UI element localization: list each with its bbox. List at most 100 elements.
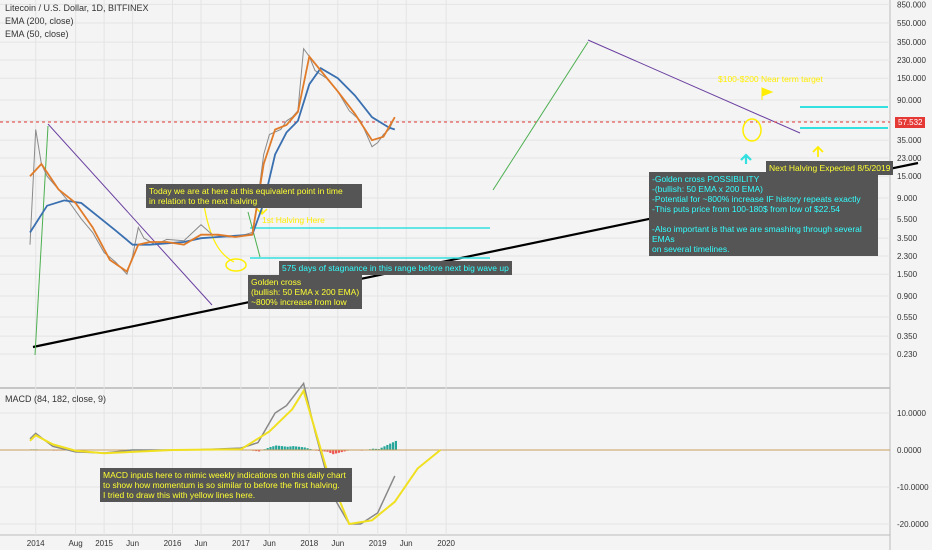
price-tick-label: 0.230 xyxy=(897,350,918,359)
macd-histogram-bar xyxy=(386,444,389,450)
macd-histogram-bar xyxy=(255,450,258,452)
legend-ema200[interactable]: EMA (200, close) xyxy=(5,16,74,26)
macd-histogram-bar xyxy=(272,446,275,450)
chart-title[interactable]: Litecoin / U.S. Dollar, 1D, BITFINEX xyxy=(5,3,149,13)
macd-histogram-bar xyxy=(383,446,386,450)
macd-histogram-bar xyxy=(374,448,378,450)
macd-tick-label: -10.0000 xyxy=(897,483,929,492)
macd-histogram-bar xyxy=(391,442,395,450)
macd-histogram-bar xyxy=(283,446,286,450)
time-axis[interactable]: 2014 Aug 2015 Jun 2016 Jun 2017 Jun 2018 Jun 2019 J… xyxy=(27,539,456,548)
note-golden-cross-past: Golden cross (bullish: 50 EMA x 200 EMA)… xyxy=(248,275,363,309)
label-first-halving: 1st Halving Here xyxy=(262,215,325,225)
macd-histogram-bar xyxy=(266,448,269,450)
time-tick-label: Jun xyxy=(126,539,139,548)
price-tick-label: 230.000 xyxy=(897,56,926,65)
label-target: $100-$200 Near term target xyxy=(718,74,823,84)
macd-histogram-bar xyxy=(286,446,289,450)
macd-histogram-bar xyxy=(340,450,343,453)
macd-histogram-bar xyxy=(329,450,332,453)
up-move-2015 xyxy=(247,211,261,258)
golden-cross-circle-past xyxy=(225,258,247,272)
macd-tick-label: -20.0000 xyxy=(897,520,929,529)
note-golden-cross-possibility: -Golden cross POSSIBILITY -(bullish: 50 … xyxy=(649,172,878,256)
macd-histogram-bar xyxy=(337,450,340,453)
last-price-tag: 57.532 xyxy=(895,117,926,128)
note-stagnation: 575 days of stagnance in this range befo… xyxy=(279,261,512,275)
price-line xyxy=(29,47,396,276)
ema200-line xyxy=(29,67,396,246)
target-flag xyxy=(761,87,774,100)
golden-cross-circle-now xyxy=(742,118,762,142)
up-move-2017 xyxy=(492,41,589,191)
price-axis[interactable]: 850.000 550.000 350.000 230.000 150.000 90.00… xyxy=(897,0,926,359)
time-tick-label: Jun xyxy=(263,539,276,548)
macd-histogram-bar xyxy=(343,450,346,452)
legend-macd[interactable]: MACD (84, 182, close, 9) xyxy=(5,394,107,404)
time-tick-label: 2016 xyxy=(164,539,182,548)
price-tick-label: 2.300 xyxy=(897,252,918,261)
macd-histogram-bar xyxy=(323,450,326,452)
macd-histogram-bar xyxy=(295,446,298,450)
macd-histogram-bar xyxy=(334,450,338,454)
macd-histogram-bar xyxy=(292,446,295,450)
price-tick-label: 1.500 xyxy=(897,270,918,279)
time-tick-label: 2019 xyxy=(369,539,387,548)
macd-histogram-bar xyxy=(380,447,383,450)
price-tick-label: 3.500 xyxy=(897,234,918,243)
macd-axis[interactable]: 10.0000 0.0000 -10.0000 -20.0000 xyxy=(897,409,929,529)
price-tick-label: 0.900 xyxy=(897,292,918,301)
time-tick-label: 2020 xyxy=(437,539,455,548)
ema50-line xyxy=(29,54,396,273)
up-move-2013 xyxy=(34,125,49,356)
cross-arrow xyxy=(740,153,752,164)
time-tick-label: Jun xyxy=(400,539,413,548)
price-tick-label: 15.000 xyxy=(897,172,922,181)
macd-histogram-bar xyxy=(258,450,261,452)
note-today: Today we are at here at this equivalent … xyxy=(146,184,362,208)
price-tick-label: 550.000 xyxy=(897,19,926,28)
price-tick-label: 0.550 xyxy=(897,313,918,322)
macd-histogram-bar xyxy=(277,445,281,450)
time-tick-label: Jun xyxy=(331,539,344,548)
price-tick-label: 35.000 xyxy=(897,136,922,145)
macd-histogram-bar xyxy=(372,448,375,450)
time-tick-label: Jun xyxy=(195,539,208,548)
macd-histogram-bar xyxy=(389,443,392,450)
series-layer xyxy=(0,47,890,526)
time-tick-label: 2017 xyxy=(232,539,250,548)
macd-histogram-bar xyxy=(306,448,309,450)
time-tick-label: 2015 xyxy=(95,539,113,548)
downtrend-line-2018 xyxy=(587,39,801,134)
note-next-halving: Next Halving Expected 8/5/2019 xyxy=(766,161,894,175)
downtrend-line-2014 xyxy=(47,123,213,306)
price-tick-label: 5.500 xyxy=(897,215,918,224)
macd-histogram-bar xyxy=(275,445,278,450)
price-tick-label: 850.000 xyxy=(897,0,926,9)
time-tick-label: 2018 xyxy=(300,539,318,548)
price-tick-label: 90.000 xyxy=(897,96,922,105)
price-tick-label: 350.000 xyxy=(897,38,926,47)
today-pointer xyxy=(203,204,235,263)
price-tick-label: 9.000 xyxy=(897,194,918,203)
time-tick-label: Aug xyxy=(68,539,82,548)
macd-tick-label: 0.0000 xyxy=(897,446,922,455)
macd-histogram-bar xyxy=(300,447,303,450)
legend-ema50[interactable]: EMA (50, close) xyxy=(5,29,69,39)
price-tick-label: 23.000 xyxy=(897,154,922,163)
price-tick-label: 150.000 xyxy=(897,74,926,83)
macd-histogram-bar xyxy=(303,447,306,450)
macd-histogram-bar xyxy=(269,446,272,450)
macd-histogram-bar xyxy=(289,446,292,450)
macd-histogram-bar xyxy=(326,450,329,452)
macd-histogram-bar xyxy=(280,446,283,450)
macd-histogram-bar xyxy=(394,440,397,450)
macd-histogram-bar xyxy=(332,450,335,455)
note-macd: MACD inputs here to mimic weekly indicat… xyxy=(100,468,352,502)
macd-histogram-bar xyxy=(297,446,301,450)
time-tick-label: 2014 xyxy=(27,539,45,548)
price-tick-label: 0.350 xyxy=(897,332,918,341)
signal-line xyxy=(29,388,442,526)
macd-tick-label: 10.0000 xyxy=(897,409,926,418)
